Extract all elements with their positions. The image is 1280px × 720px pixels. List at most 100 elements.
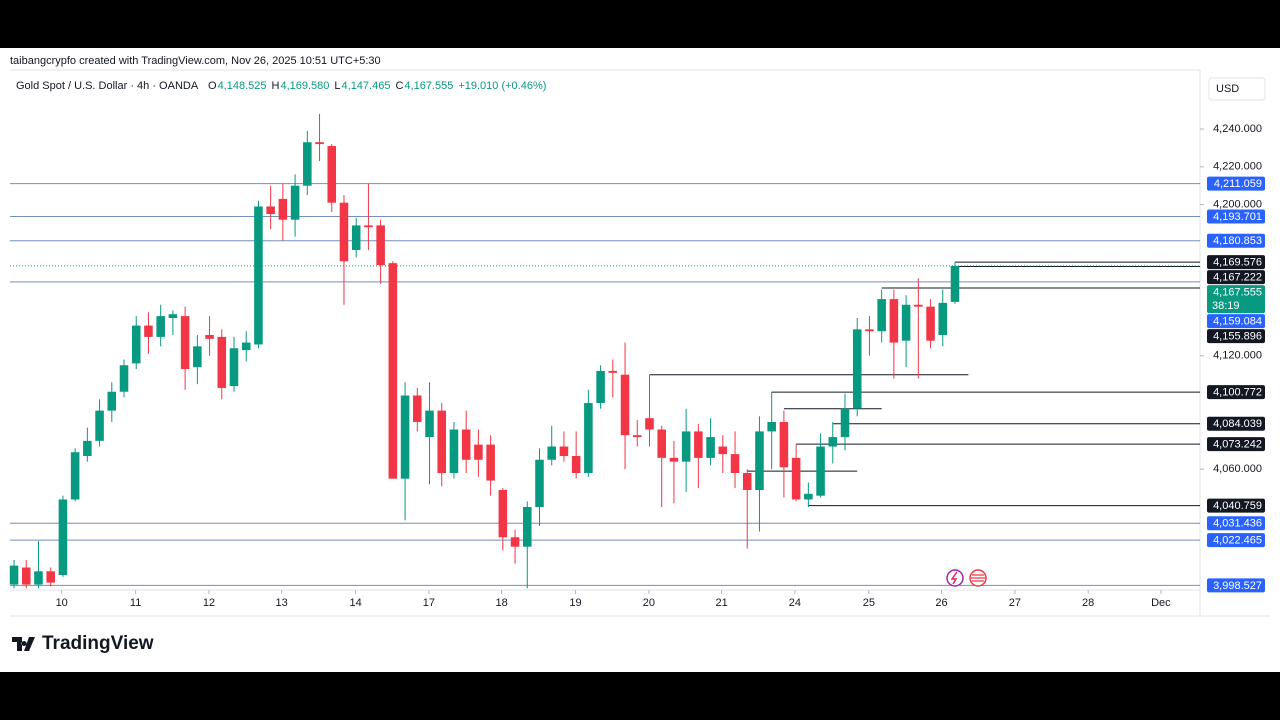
candle-body xyxy=(926,306,935,341)
level-label: 4,159.084 xyxy=(1213,315,1262,327)
level-label: 4,211.059 xyxy=(1214,178,1262,190)
candle-body xyxy=(449,429,459,473)
x-tick-label: 18 xyxy=(495,597,507,609)
y-tick-label: 4,240.000 xyxy=(1213,123,1262,135)
y-tick-label: 4,220.000 xyxy=(1213,161,1262,173)
candle-body xyxy=(364,225,373,228)
candle-body xyxy=(21,567,31,585)
candle-body xyxy=(865,329,874,332)
level-label-bg xyxy=(1207,578,1265,593)
candle-body xyxy=(791,457,801,500)
x-tick-label: 27 xyxy=(1009,597,1021,609)
y-tick-label: 4,120.000 xyxy=(1213,350,1262,362)
symbol: Gold Spot / U.S. Dollar · 4h · OANDA xyxy=(16,80,199,92)
candle-body xyxy=(413,395,422,422)
x-tick-label: Dec xyxy=(1151,597,1171,609)
candle-body xyxy=(852,329,862,409)
currency-button[interactable] xyxy=(1208,77,1266,101)
candle-body xyxy=(70,452,80,500)
candle-body xyxy=(9,565,19,585)
candle-body xyxy=(83,440,92,456)
level-label: 4,155.896 xyxy=(1213,330,1262,342)
candle-body xyxy=(632,435,642,438)
candle-body xyxy=(315,142,324,145)
level-label: 4,073.242 xyxy=(1213,439,1262,451)
canvas xyxy=(0,48,1280,672)
candle-body xyxy=(266,206,275,215)
level-label-bg xyxy=(1207,437,1265,452)
level-label-bg xyxy=(1207,416,1265,431)
candle-body xyxy=(388,263,398,479)
last-price-bg xyxy=(1207,285,1265,314)
candle-body xyxy=(461,429,471,460)
x-tick-label: 28 xyxy=(1082,597,1094,609)
candle-body xyxy=(58,499,68,576)
currency[interactable]: USD xyxy=(1216,83,1239,95)
candle-body xyxy=(95,410,104,441)
candle-body xyxy=(290,185,300,220)
ohlc-key: C xyxy=(395,80,403,92)
candle-body xyxy=(816,446,825,496)
event-icon-glyph xyxy=(950,571,958,585)
candle-body xyxy=(119,365,129,392)
candle-body xyxy=(840,408,850,438)
candle-body xyxy=(681,431,691,462)
candle-body xyxy=(107,391,117,411)
level-label-bg xyxy=(1207,498,1265,513)
x-tick-label: 21 xyxy=(715,597,727,609)
level-label: 4,193.701 xyxy=(1213,211,1262,223)
candle-body xyxy=(718,446,728,455)
candle-body xyxy=(608,370,618,373)
level-label-bg xyxy=(1207,176,1265,191)
last-price-label: 4,167.555 xyxy=(1213,286,1262,298)
candle-body xyxy=(327,145,337,203)
x-tick-label: 10 xyxy=(56,597,68,609)
level-label: 4,022.465 xyxy=(1213,535,1262,547)
candle-body xyxy=(804,493,813,500)
candle-body xyxy=(217,336,227,388)
candle-body xyxy=(486,444,495,481)
ohlc-key: H xyxy=(272,80,280,92)
level-label: 4,100.772 xyxy=(1213,387,1262,399)
candle-body xyxy=(498,490,508,538)
candle-body xyxy=(730,454,740,473)
x-tick-label: 20 xyxy=(643,597,655,609)
candle-body xyxy=(706,437,715,458)
candle-body xyxy=(510,537,520,547)
candle-body xyxy=(755,431,764,491)
level-label: 3,998.527 xyxy=(1213,580,1262,592)
candle-body xyxy=(474,444,483,460)
x-tick-label: 19 xyxy=(569,597,581,609)
candle-body xyxy=(950,265,960,302)
candle-body xyxy=(303,142,312,186)
candle-body xyxy=(559,446,569,456)
candle-body xyxy=(584,403,593,473)
candle-body xyxy=(694,431,703,458)
level-label-bg xyxy=(1207,255,1265,270)
candle-body xyxy=(742,472,752,491)
candle-body xyxy=(229,348,239,387)
y-tick-label: 4,060.000 xyxy=(1213,463,1262,475)
candle-body xyxy=(889,299,899,343)
candle-body xyxy=(241,342,251,351)
candle-body xyxy=(645,418,654,430)
candle-body xyxy=(938,302,948,336)
candle-body xyxy=(523,507,532,547)
candle-body xyxy=(131,325,141,364)
candle-body xyxy=(34,571,43,585)
candle-body xyxy=(596,370,605,404)
candle-body xyxy=(254,206,263,345)
candle-body xyxy=(620,374,630,436)
candle-body xyxy=(535,459,544,508)
candle-body xyxy=(400,395,410,479)
attribution: taibangcrypfo created with TradingView.c… xyxy=(10,55,381,67)
ohlc-value: 4,167.555 xyxy=(404,80,453,92)
ohlc-key: L xyxy=(334,80,340,92)
candle-body xyxy=(547,446,556,460)
candle-body xyxy=(425,410,434,438)
candle-body xyxy=(205,335,214,339)
event-icon[interactable] xyxy=(946,569,964,587)
candle-body xyxy=(877,299,886,332)
level-label-bg xyxy=(1207,385,1265,400)
